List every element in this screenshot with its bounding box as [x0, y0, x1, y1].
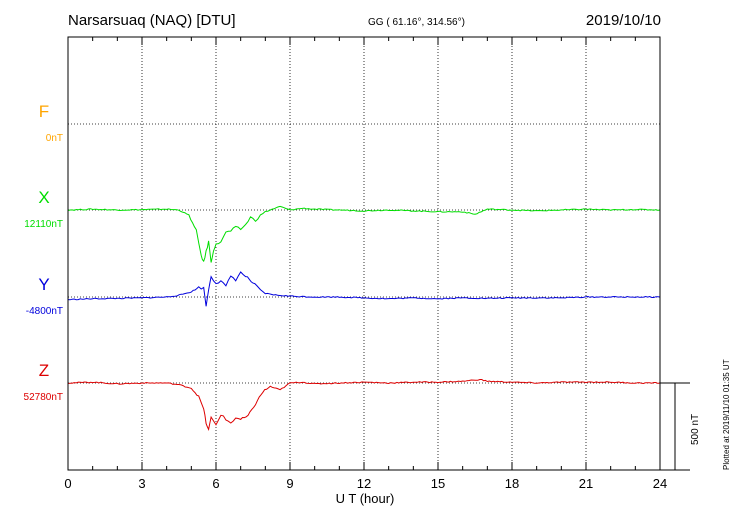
series-name-x: X	[38, 188, 49, 207]
x-tick-label: 0	[64, 476, 71, 491]
station-title: Narsarsuaq (NAQ) [DTU]	[68, 12, 236, 29]
series-line-z	[67, 379, 661, 431]
x-tick-label: 9	[286, 476, 293, 491]
x-tick-label: 21	[579, 476, 593, 491]
x-tick-label: 15	[431, 476, 445, 491]
x-tick-label: 6	[212, 476, 219, 491]
x-tick-label: 3	[138, 476, 145, 491]
series-baseline-x: 12110nT	[24, 219, 63, 230]
series-name-z: Z	[39, 361, 49, 380]
series-line-y	[67, 271, 661, 307]
geographic-coordinates: GG ( 61.16°, 314.56°)	[368, 17, 465, 28]
scale-bar-label: 500 nT	[690, 413, 701, 445]
series-line-x	[67, 205, 661, 263]
series-baseline-z: 52780nT	[24, 392, 63, 403]
scale-bar	[660, 382, 690, 471]
plot-date: 2019/10/10	[585, 12, 661, 29]
plotted-timestamp: Plotted at 2019/11/10 01:35 UT	[722, 359, 730, 470]
x-tick-label: 24	[653, 476, 667, 491]
series-baseline-f: 0nT	[46, 133, 63, 144]
x-axis-ticks: 0 3 6 9 12 15 18 21 24	[64, 37, 667, 491]
x-tick-label: 12	[357, 476, 371, 491]
series-baseline-y: -4800nT	[26, 306, 63, 317]
grid	[68, 37, 660, 470]
series-name-y: Y	[38, 275, 49, 294]
x-axis-label: U T (hour)	[336, 491, 395, 506]
series-lines	[67, 205, 661, 431]
x-tick-label: 18	[505, 476, 519, 491]
series-name-f: F	[39, 102, 49, 121]
series-labels: F 0nT X 12110nT Y -4800nT Z 52780nT	[24, 102, 63, 403]
